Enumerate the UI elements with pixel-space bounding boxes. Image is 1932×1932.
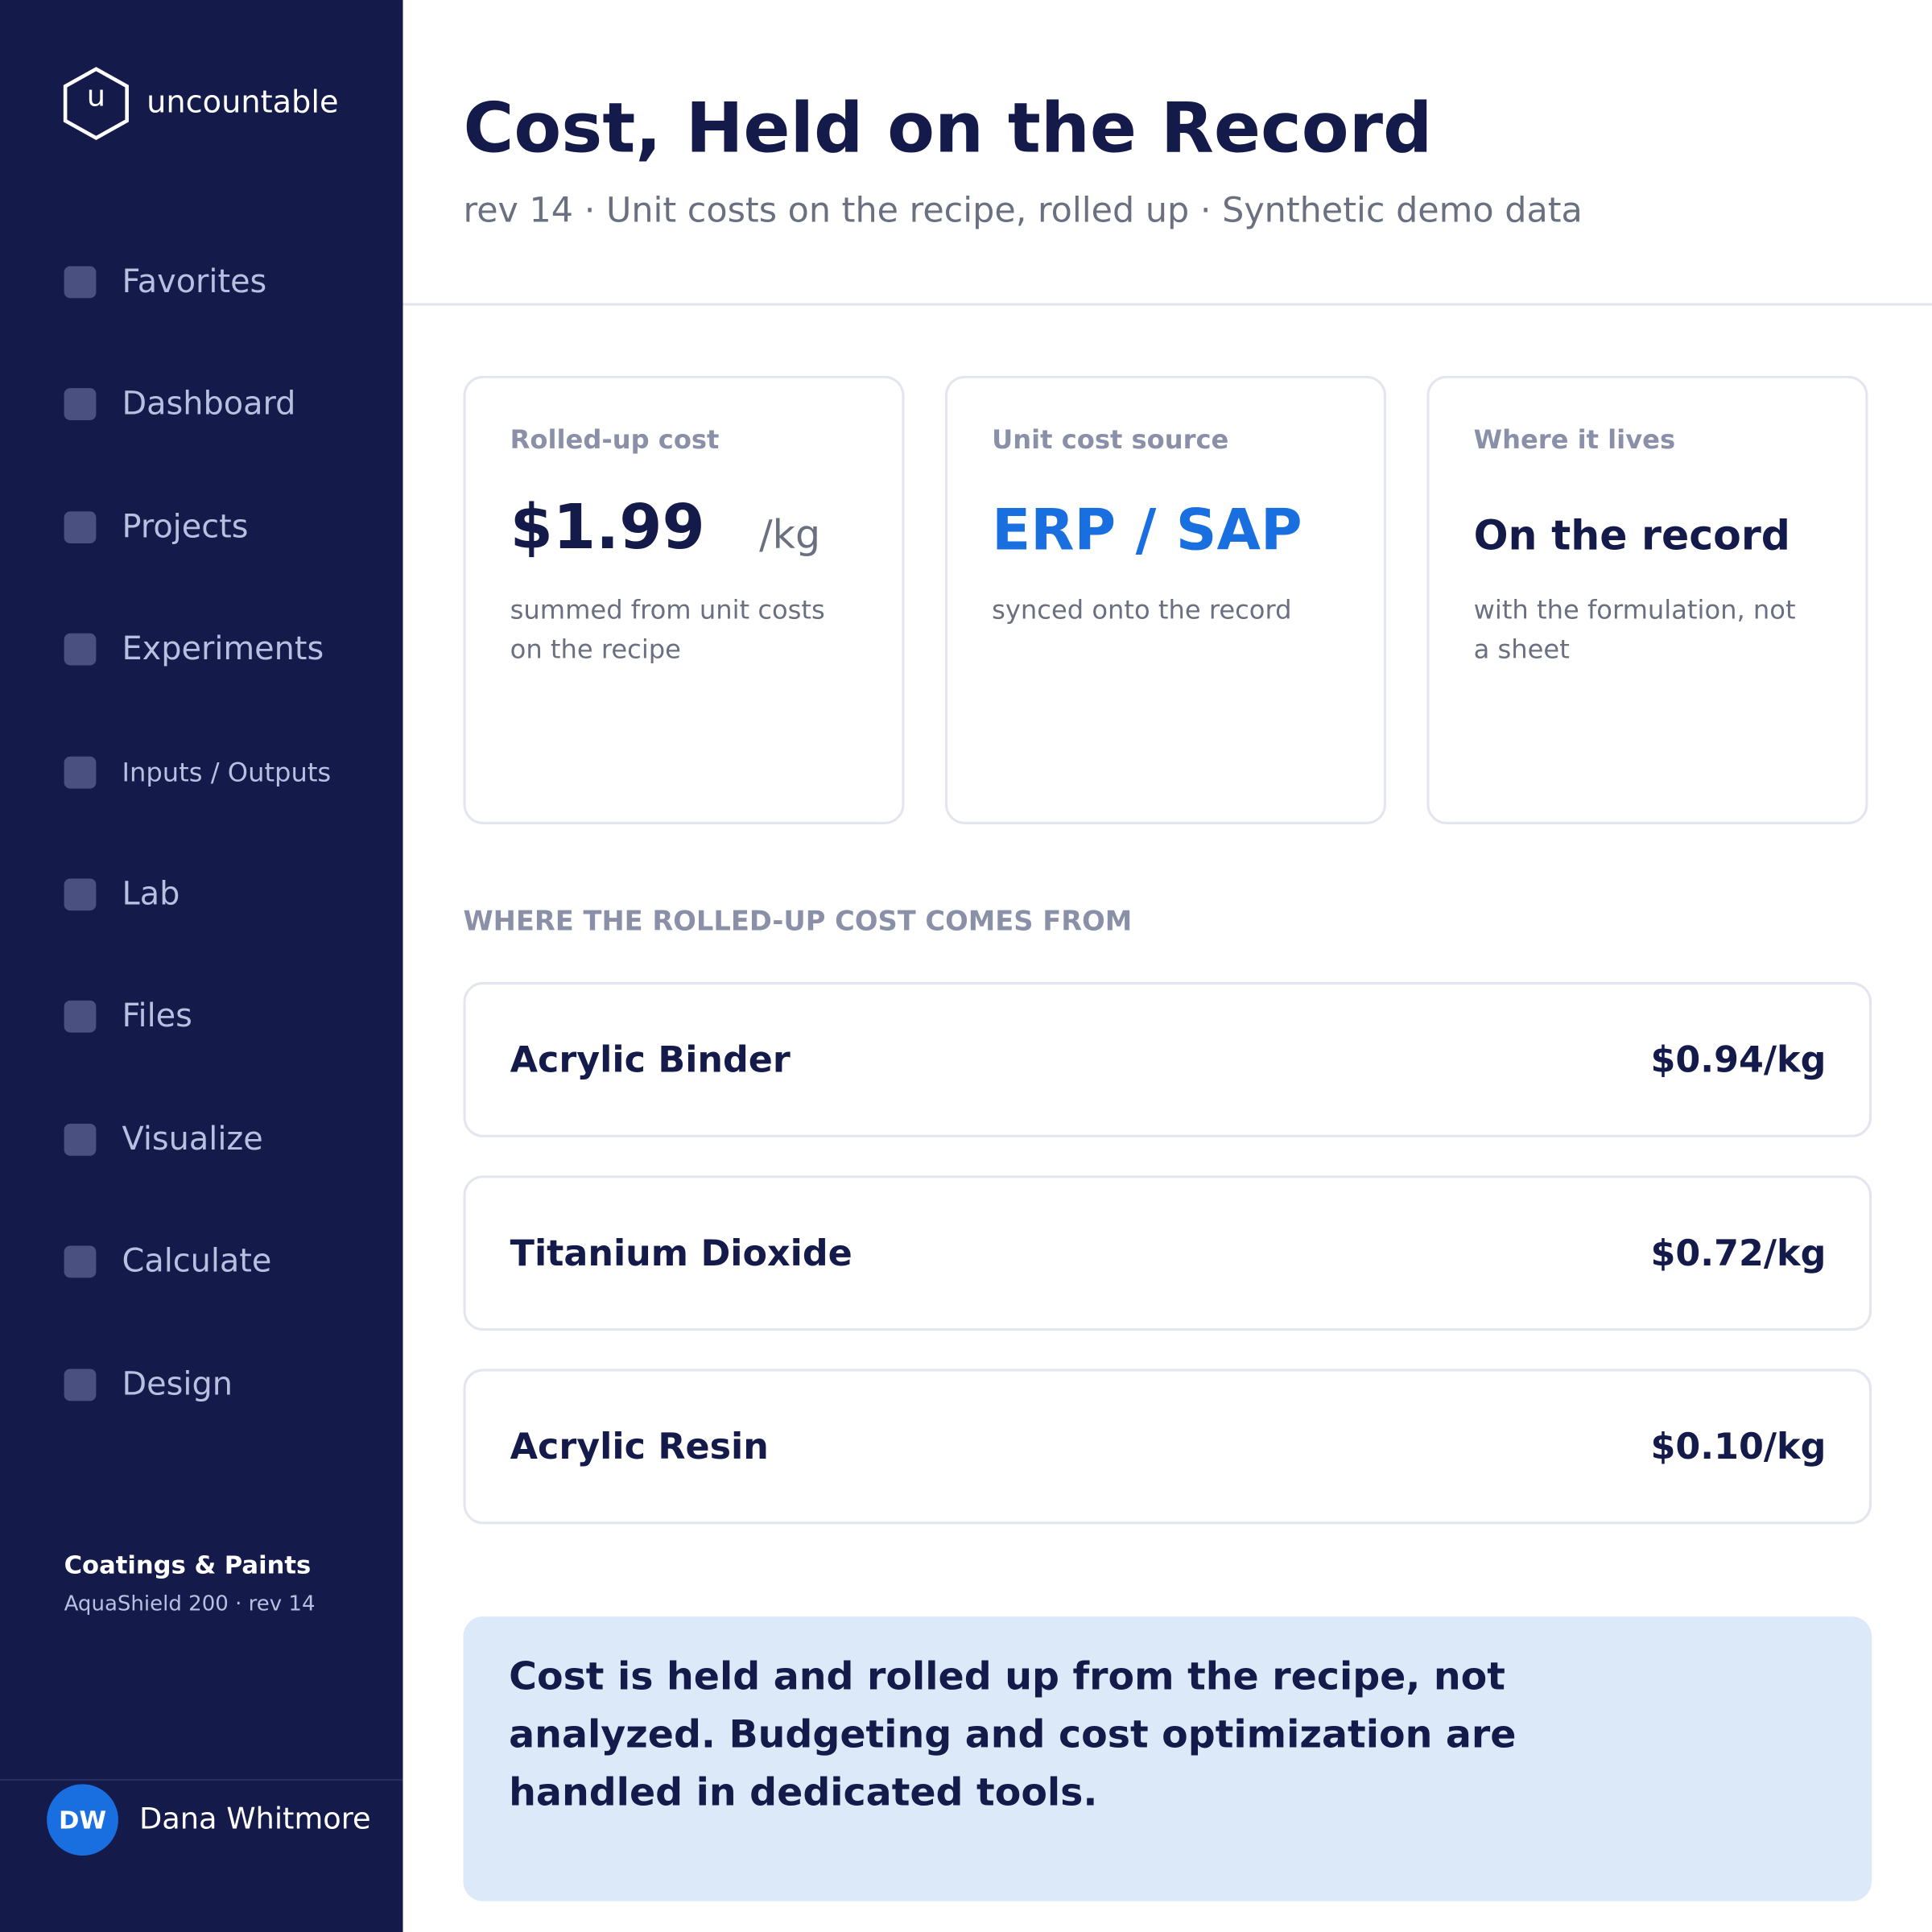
card-label: Rolled-up cost <box>510 425 720 455</box>
nav-icon <box>64 878 97 911</box>
nav-icon <box>64 266 97 299</box>
card-label: Where it lives <box>1473 425 1676 455</box>
page-title: Cost, Held on the Record <box>463 89 1433 169</box>
logo-hexagon <box>63 67 129 141</box>
card-note: summed from unit costs on the recipe <box>510 595 825 664</box>
logo-letter: u <box>86 78 106 114</box>
page-subtitle: rev 14 · Unit costs on the recipe, rolle… <box>463 189 1583 231</box>
nav-item[interactable]: Files <box>64 993 192 1042</box>
nav-icon <box>64 1123 97 1156</box>
item-cost: $0.10/kg <box>1650 1425 1827 1468</box>
card-note: with the formulation, not a sheet <box>1473 595 1796 664</box>
card-unit: /kg <box>759 511 821 559</box>
nav-icon <box>64 388 97 421</box>
nav-item[interactable]: Design <box>64 1360 233 1409</box>
nav-label: Favorites <box>122 263 267 301</box>
avatar[interactable]: DW <box>47 1784 118 1856</box>
nav-item[interactable]: Inputs / Outputs <box>64 747 332 796</box>
card: Where it lives On the record with the fo… <box>1426 375 1868 824</box>
brand: uncountable <box>147 84 339 120</box>
card-value: ERP / SAP <box>992 496 1302 564</box>
callout-text: Cost is held and rolled up from the reci… <box>509 1654 1517 1815</box>
item-name: Titanium Dioxide <box>510 1232 852 1274</box>
card-label: Unit cost source <box>992 425 1229 455</box>
sidebar: u uncountable Favorites Dashboard Projects… <box>0 0 403 1932</box>
nav-icon <box>64 1368 97 1401</box>
nav-label: Experiments <box>122 630 324 668</box>
nav-icon <box>64 1001 97 1034</box>
card: Unit cost source ERP / SAP synced onto t… <box>944 375 1386 824</box>
nav-label: Visualize <box>122 1121 263 1158</box>
user-name: Dana Whitmore <box>138 1801 371 1836</box>
nav-label: Inputs / Outputs <box>122 757 332 787</box>
item-cost: $0.72/kg <box>1650 1232 1827 1274</box>
workspace-title: Coatings & Paints <box>64 1550 312 1580</box>
nav-label: Calculate <box>122 1243 272 1281</box>
nav-label: Files <box>122 998 192 1036</box>
divider <box>402 303 1932 306</box>
card: Rolled-up cost $1.99/kg summed from unit… <box>463 375 905 824</box>
card-note: synced onto the record <box>992 595 1292 625</box>
nav-icon <box>64 510 97 543</box>
nav-item[interactable]: Visualize <box>64 1115 263 1164</box>
nav-icon <box>64 1245 97 1278</box>
nav-label: Dashboard <box>122 386 296 423</box>
nav-label: Projects <box>122 508 249 546</box>
nav-item[interactable]: Experiments <box>64 625 324 674</box>
divider <box>0 1779 403 1781</box>
nav-item[interactable]: Lab <box>64 870 180 919</box>
nav-label: Design <box>122 1365 233 1403</box>
nav-item[interactable]: Projects <box>64 502 249 551</box>
card-value: On the record <box>1473 511 1790 559</box>
cost-row: Acrylic Binder $0.94/kg <box>463 981 1872 1137</box>
item-cost: $0.94/kg <box>1650 1038 1827 1081</box>
nav-label: Lab <box>122 876 180 914</box>
workspace-subtitle: AquaShield 200 · rev 14 <box>64 1591 316 1617</box>
nav-icon <box>64 756 97 788</box>
card-value-text: $1.99 <box>510 491 705 564</box>
item-name: Acrylic Binder <box>510 1038 791 1081</box>
callout: Cost is held and rolled up from the reci… <box>463 1616 1872 1901</box>
cost-row: Acrylic Resin $0.10/kg <box>463 1368 1872 1525</box>
nav-item[interactable]: Dashboard <box>64 380 296 429</box>
nav-item[interactable]: Calculate <box>64 1237 272 1286</box>
cost-row: Titanium Dioxide $0.72/kg <box>463 1175 1872 1331</box>
nav-item[interactable]: Favorites <box>64 258 267 307</box>
section-title: WHERE THE ROLLED-UP COST COMES FROM <box>463 906 1133 938</box>
card-value: $1.99/kg <box>510 492 820 564</box>
item-name: Acrylic Resin <box>510 1425 769 1468</box>
nav-icon <box>64 634 97 666</box>
